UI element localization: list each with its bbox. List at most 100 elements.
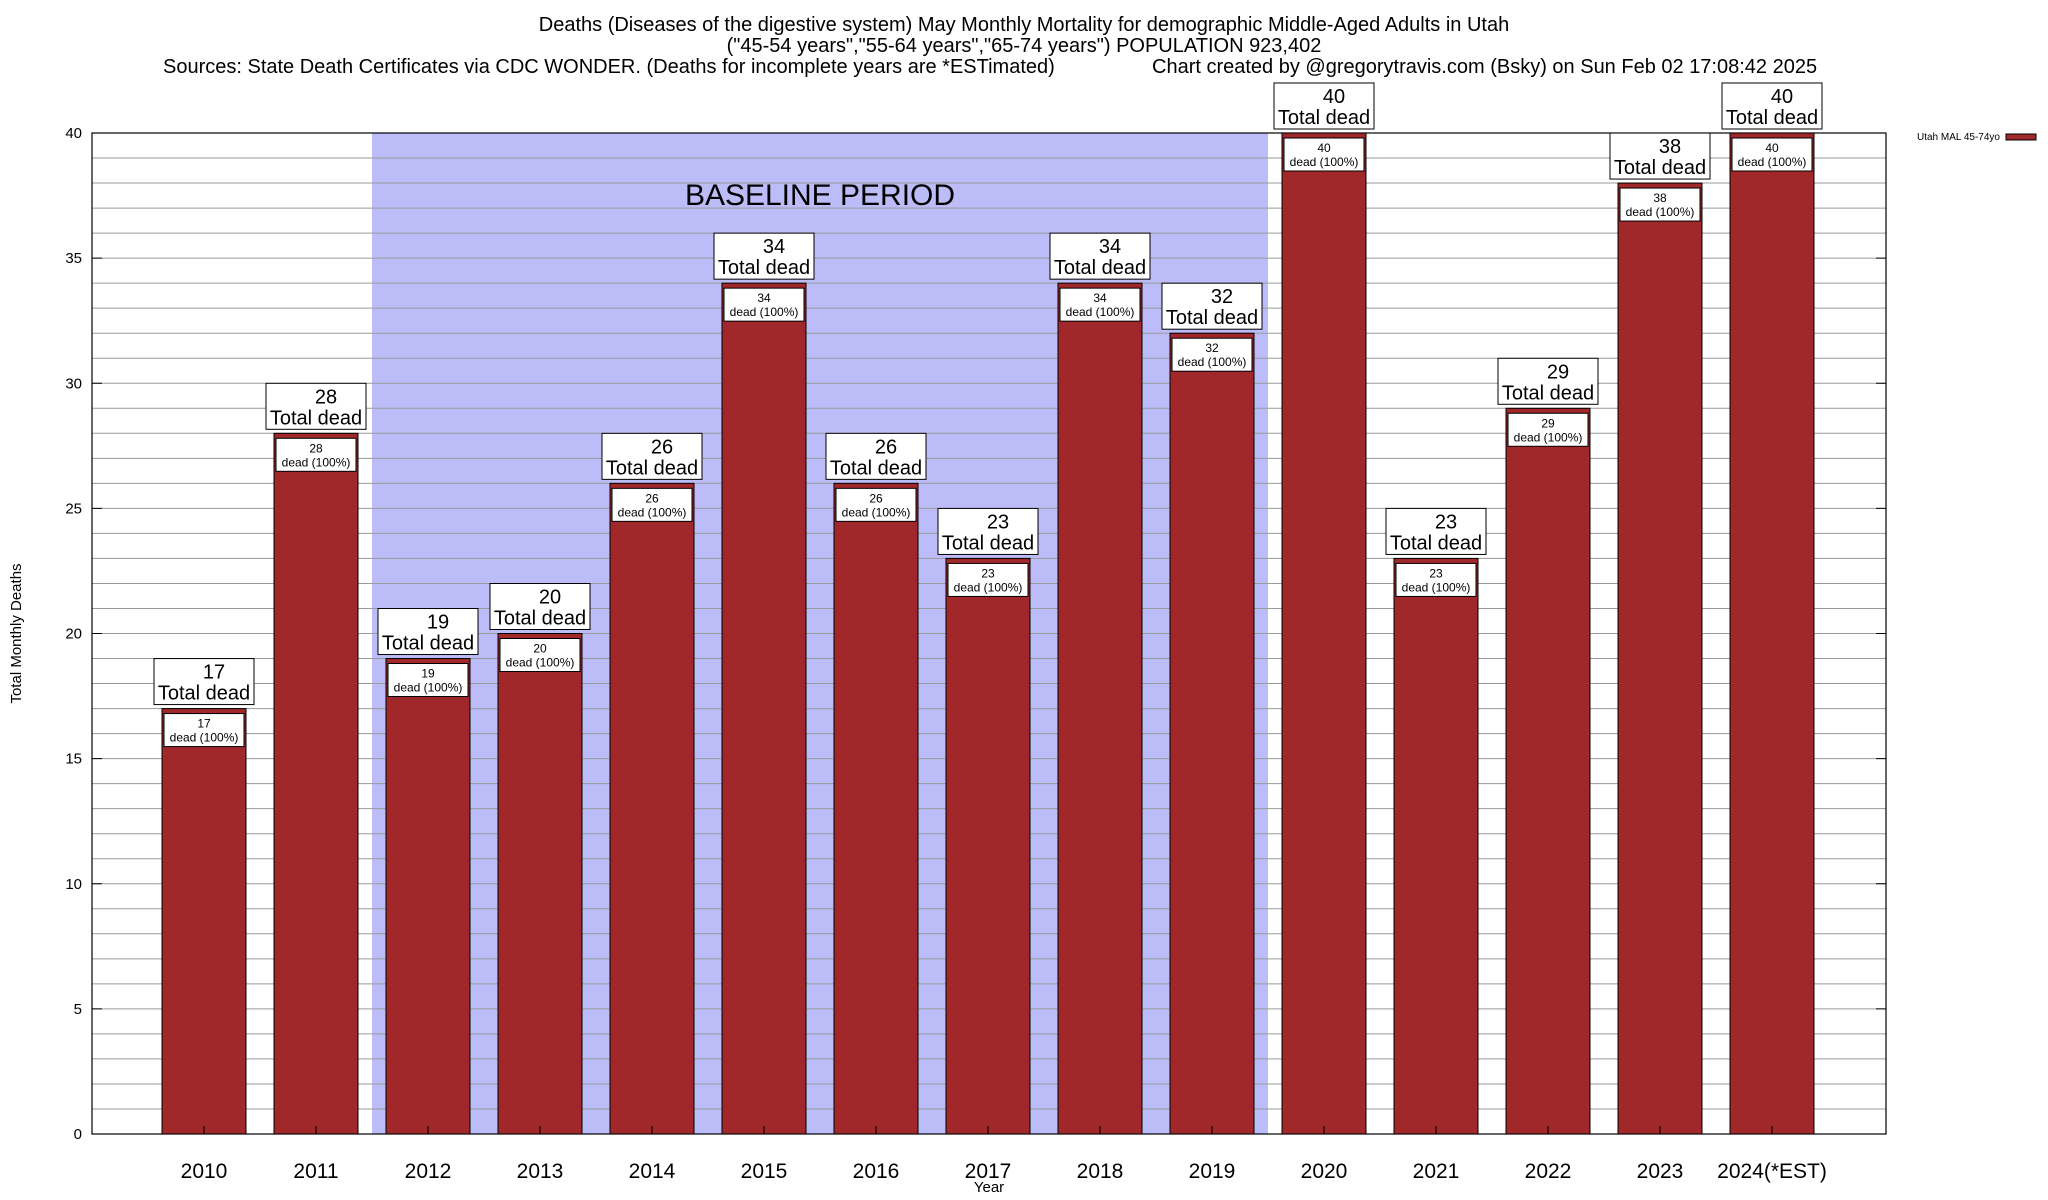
bar-inner-label-box [387, 663, 469, 698]
bar-top-label-box [601, 432, 703, 480]
bar-inner-value: 40 [1765, 141, 1779, 155]
bar-total-label: Total dead [158, 683, 250, 705]
bar-inner-pct: dead (100%) [170, 731, 239, 745]
bar-total-value: 34 [1099, 236, 1121, 258]
bar [1617, 182, 1703, 1135]
bar-inner-pct: dead (100%) [1290, 155, 1359, 169]
chart-subtitle: ("45-54 years","55-64 years","65-74 year… [726, 35, 1322, 57]
bar-top-label-box [713, 232, 815, 280]
chart-title: Deaths (Diseases of the digestive system… [538, 14, 1510, 36]
bar-total-value: 26 [651, 436, 673, 458]
x-tick-label: 2016 [853, 1160, 900, 1183]
y-tick-label: 40 [65, 125, 82, 142]
y-tick-label: 25 [65, 500, 82, 517]
bar-total-value: 34 [763, 236, 785, 258]
bar-total-value: 17 [203, 662, 225, 684]
bar-inner-value: 17 [197, 717, 211, 731]
bar-inner-pct: dead (100%) [1626, 205, 1695, 219]
bar-inner-label-box [1619, 187, 1701, 222]
bar-total-label: Total dead [1614, 157, 1706, 179]
x-tick-label: 2018 [1077, 1160, 1124, 1183]
y-tick-label: 0 [74, 1126, 82, 1143]
bar-top-label-box [825, 432, 927, 480]
bar-top-label-box [1385, 507, 1487, 555]
bar-inner-pct: dead (100%) [1178, 355, 1247, 369]
bar-inner-pct: dead (100%) [1514, 430, 1583, 444]
x-tick-label: 2017 [965, 1160, 1012, 1183]
bar-total-value: 23 [987, 511, 1009, 533]
bar-top-label-box [1049, 232, 1151, 280]
bar [1281, 132, 1367, 1135]
bar-total-value: 40 [1323, 86, 1345, 108]
bar-total-value: 20 [539, 587, 561, 609]
x-tick-label: 2020 [1301, 1160, 1348, 1183]
bar [1057, 282, 1143, 1135]
x-tick-label: 2010 [181, 1160, 228, 1183]
bar-total-label: Total dead [1502, 382, 1594, 404]
bar-inner-label-box [275, 437, 357, 472]
bar-total-value: 40 [1771, 86, 1793, 108]
bar-inner-label-box [163, 713, 245, 748]
x-tick-label: 2019 [1189, 1160, 1236, 1183]
credit-note: Chart created by @gregorytravis.com (Bsk… [1152, 56, 1818, 78]
baseline-period-label: BASELINE PERIOD [685, 179, 955, 212]
bar-inner-label-box [835, 487, 917, 522]
bar-inner-label-box [1507, 412, 1589, 447]
bar-inner-value: 28 [309, 441, 323, 455]
bar [721, 282, 807, 1135]
y-tick-label: 10 [65, 876, 82, 893]
bar-inner-value: 26 [869, 491, 883, 505]
bar-inner-pct: dead (100%) [730, 305, 799, 319]
bar [1169, 332, 1255, 1135]
bar-total-label: Total dead [1390, 532, 1482, 554]
bar-total-value: 28 [315, 386, 337, 408]
bar-total-label: Total dead [270, 407, 362, 429]
x-tick-label: 2011 [293, 1160, 338, 1183]
bar-inner-label-box [947, 562, 1029, 597]
bar [161, 708, 247, 1135]
bar [833, 482, 919, 1135]
bar-total-label: Total dead [942, 532, 1034, 554]
bar-inner-value: 20 [533, 642, 547, 656]
x-tick-label: 2014 [629, 1160, 676, 1183]
y-tick-label: 35 [65, 250, 82, 267]
x-axis-label: Year [974, 1179, 1004, 1196]
bar-inner-pct: dead (100%) [618, 505, 687, 519]
bar-inner-label-box [1171, 337, 1253, 372]
x-tick-label: 2012 [405, 1160, 452, 1183]
bar-total-label: Total dead [606, 457, 698, 479]
bar-inner-value: 23 [1429, 566, 1443, 580]
bar [497, 633, 583, 1135]
bar-total-label: Total dead [1726, 107, 1818, 129]
bar-total-value: 26 [875, 436, 897, 458]
bar-total-value: 19 [427, 612, 449, 634]
x-tick-label: 2015 [741, 1160, 788, 1183]
bar-inner-value: 32 [1205, 341, 1219, 355]
bar-total-label: Total dead [1054, 257, 1146, 279]
bar-total-label: Total dead [718, 257, 810, 279]
x-tick-label: 2022 [1525, 1160, 1572, 1183]
bar-top-label-box [153, 658, 255, 706]
bar-top-label-box [1497, 357, 1599, 405]
bar-total-value: 23 [1435, 511, 1457, 533]
bar-inner-label-box [1395, 562, 1477, 597]
y-tick-label: 15 [65, 751, 82, 768]
bar [609, 482, 695, 1135]
bar-inner-value: 34 [1093, 291, 1107, 305]
bar-inner-pct: dead (100%) [842, 505, 911, 519]
bar-inner-pct: dead (100%) [394, 681, 463, 695]
bar-inner-value: 26 [645, 491, 659, 505]
bar-inner-pct: dead (100%) [1402, 580, 1471, 594]
bar-inner-label-box [499, 638, 581, 672]
x-tick-label: 2024(*EST) [1717, 1160, 1827, 1183]
bar-top-label-box [937, 507, 1039, 555]
bar-inner-label-box [1731, 137, 1813, 172]
bar-top-label-box [1721, 82, 1823, 130]
bar [945, 557, 1031, 1135]
bar-total-label: Total dead [382, 633, 474, 655]
bar-total-label: Total dead [1166, 307, 1258, 329]
y-axis-label: Total Monthly Deaths [8, 563, 25, 703]
bar-top-label-box [265, 382, 367, 430]
sources-note: Sources: State Death Certificates via CD… [163, 56, 1055, 78]
